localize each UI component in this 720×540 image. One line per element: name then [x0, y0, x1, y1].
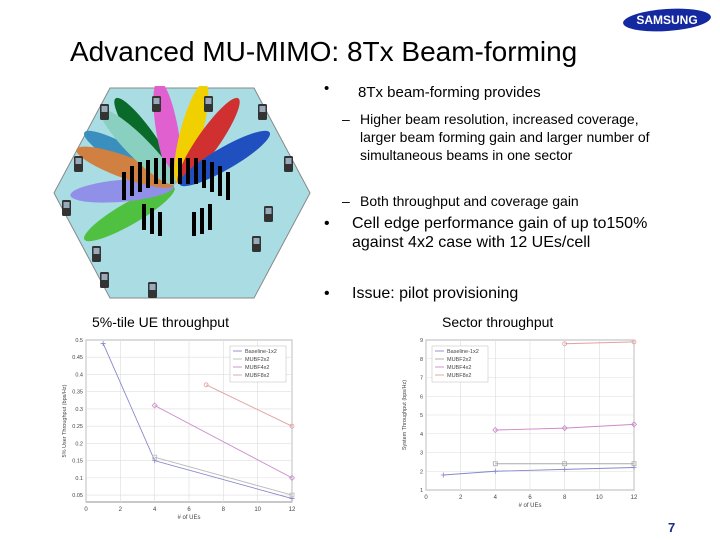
legend-entry: MUBF8x2 [447, 373, 471, 379]
beam-lobe [84, 185, 175, 242]
data-point [151, 402, 158, 409]
phone-icon [100, 104, 109, 120]
series-line [154, 456, 293, 496]
y-tick-label: 0.35 [72, 390, 83, 396]
legend-entry: MUBF4x2 [245, 365, 269, 371]
x-tick-label: 6 [187, 507, 191, 513]
y-tick-label: 4 [420, 432, 423, 438]
y-tick-label: 0.5 [75, 338, 83, 344]
x-axis-label: # of UEs [177, 515, 200, 521]
series-line [495, 423, 635, 431]
data-point [100, 340, 106, 346]
chart-sector-throughput: 0 2 4 6 8 10 12 9 8 7 6 5 4 3 2 1 # of UEs System Through… [402, 338, 638, 509]
data-point [562, 461, 568, 467]
x-tick-label: 6 [528, 495, 532, 501]
y-tick-label: 0.25 [72, 424, 83, 430]
data-point [492, 426, 499, 434]
series-line [205, 384, 293, 427]
x-tick-label: 12 [289, 507, 296, 513]
x-tick-label: 8 [563, 495, 567, 501]
x-tick-label: 2 [459, 495, 463, 501]
data-point [492, 468, 498, 474]
samsung-logo: SAMSUNG [623, 8, 711, 32]
legend-entry: Baseline-1x2 [245, 349, 277, 355]
phone-icon [152, 96, 161, 112]
phone-icon [258, 104, 267, 120]
data-point [203, 382, 209, 388]
series-line [564, 341, 635, 345]
x-tick-label: 0 [424, 495, 428, 501]
beam-lobe [177, 97, 240, 185]
data-point [492, 461, 498, 467]
y-tick-label: 8 [420, 357, 423, 363]
y-tick-label: 6 [420, 394, 423, 400]
y-tick-label: 3 [420, 451, 423, 457]
data-point [631, 461, 637, 467]
y-tick-label: 0.15 [72, 459, 83, 465]
x-tick-label: 8 [222, 507, 226, 513]
phone-icon [284, 156, 293, 172]
y-tick-label: 0.4 [75, 372, 83, 378]
y-tick-label: 2 [420, 469, 423, 475]
phone-icon [74, 156, 83, 172]
y-tick-label: 0.05 [72, 493, 83, 499]
phone-icon [264, 206, 273, 222]
y-tick-label: 0.1 [75, 476, 83, 482]
y-tick-label: 1 [420, 488, 423, 494]
legend-entry: MUBF2x2 [447, 357, 471, 363]
phone-icon [204, 96, 213, 112]
x-tick-label: 2 [119, 507, 123, 513]
data-point [289, 492, 295, 498]
data-point [152, 454, 158, 460]
series-line [443, 467, 635, 476]
caption-left: 5%-tile UE throughput [92, 314, 229, 330]
data-point [440, 472, 446, 478]
x-tick-label: 12 [631, 495, 638, 501]
x-tick-label: 4 [494, 495, 498, 501]
page-number: 7 [668, 520, 676, 535]
legend-entry: MUBF4x2 [447, 365, 471, 371]
phone-icon [100, 272, 109, 288]
x-tick-label: 10 [254, 507, 261, 513]
y-tick-label: 7 [420, 376, 423, 382]
beam-lobe [174, 86, 209, 184]
legend-entry: Baseline-1x2 [447, 349, 479, 355]
y-tick-label: 0.2 [75, 441, 83, 447]
phone-icon [252, 236, 261, 252]
data-point [288, 474, 296, 481]
beamforming-illustration [53, 86, 311, 299]
y-tick-label: 5 [420, 413, 423, 419]
x-tick-label: 10 [596, 495, 603, 501]
y-tick-label: 9 [420, 338, 423, 344]
y-axis-label: System Throughput (bps/Hz) [402, 380, 408, 450]
data-point [630, 421, 638, 428]
y-tick-label: 0.3 [75, 407, 83, 413]
legend-box [431, 345, 489, 383]
phone-icon [92, 246, 101, 262]
legend-entry: MUBF2x2 [245, 357, 269, 363]
phone-icon [62, 200, 71, 216]
legend-box [229, 345, 287, 383]
x-axis-label: # of UEs [518, 503, 541, 509]
beam-lobe [179, 130, 270, 187]
phone-icon [148, 282, 157, 298]
series-line [154, 405, 293, 479]
y-axis-label: 5% User Throughput (bps/Hz) [62, 384, 68, 457]
data-point [562, 341, 568, 347]
caption-right: Sector throughput [442, 314, 554, 330]
data-point [561, 425, 568, 432]
x-tick-label: 4 [153, 507, 157, 513]
chart-ue-throughput: 0 2 4 6 8 10 12 0.5 0.45 0.4 0.35 0.3 0.25 0.2 0.15 0.1… [62, 338, 296, 521]
legend-entry: MUBF8x2 [245, 373, 269, 379]
data-point [289, 423, 295, 429]
y-tick-label: 0.45 [72, 355, 83, 361]
data-point [562, 466, 568, 472]
logo-text: SAMSUNG [636, 13, 697, 27]
x-tick-label: 0 [84, 507, 88, 513]
slide-title: Advanced MU-MIMO: 8Tx Beam-forming [70, 36, 578, 67]
data-point [631, 339, 637, 345]
